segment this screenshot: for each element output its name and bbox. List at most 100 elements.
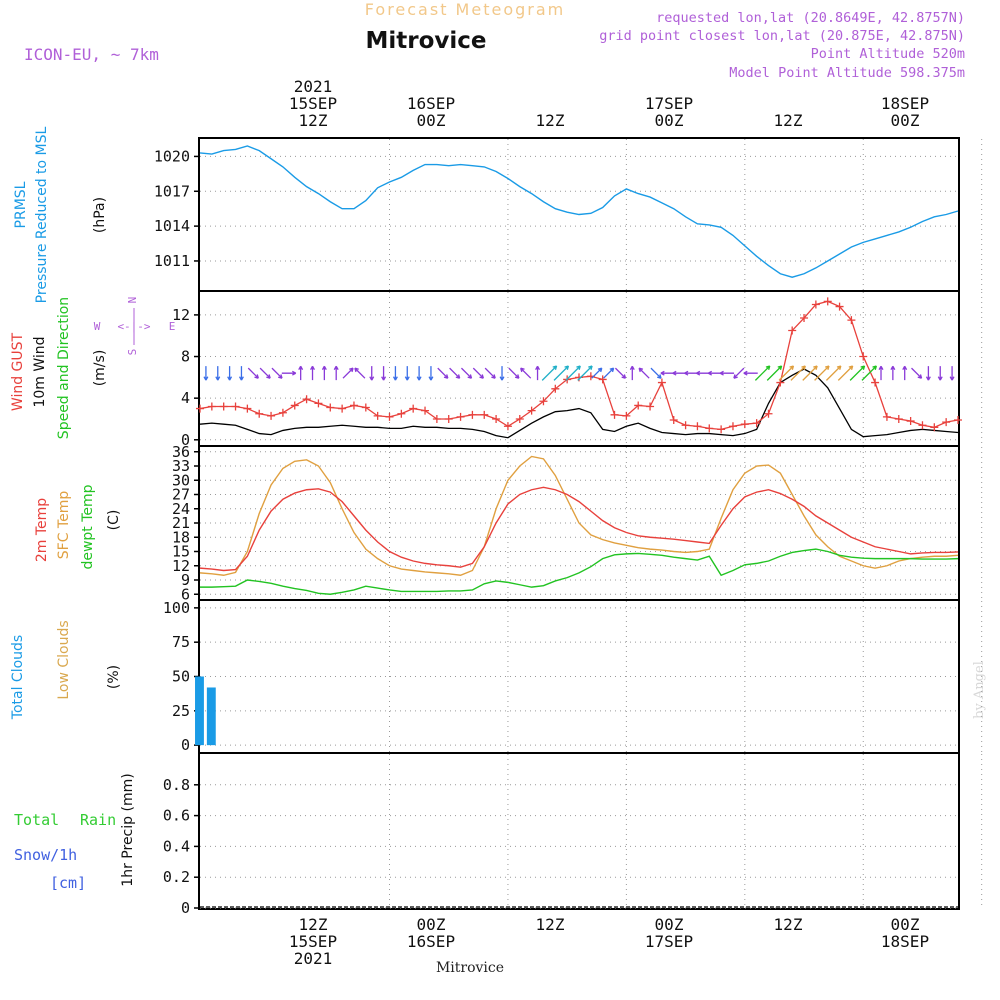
top-tick-day: 17SEP (645, 94, 693, 113)
y-tick-label: 0.2 (163, 868, 190, 886)
bottom-tick-year: 2021 (294, 949, 333, 968)
gust-marker (551, 384, 560, 393)
gust-marker (634, 401, 643, 410)
sfc-temp-line (199, 455, 959, 576)
wind-arrow (565, 365, 581, 381)
gust-marker (397, 409, 406, 418)
model-label: ICON-EU, ~ 7km (24, 45, 159, 64)
point-altitude: Point Altitude 520m (811, 46, 965, 62)
total-clouds-label: Total Clouds (10, 635, 26, 720)
wind-arrow (472, 367, 484, 379)
wind-arrow (541, 365, 558, 381)
wind-arrow (437, 367, 449, 379)
gust-marker (456, 412, 465, 421)
gust-marker (918, 421, 927, 430)
gust-marker (764, 409, 773, 418)
gust-label: Wind GUST (10, 332, 26, 411)
wind-arrow (603, 367, 615, 379)
gust-marker (882, 412, 891, 421)
gust-marker (207, 402, 216, 411)
wind-arrow (203, 366, 209, 381)
gust-marker (361, 403, 370, 412)
y-tick-label: 12 (172, 557, 190, 575)
wind-arrow (460, 367, 473, 379)
wind-arrow (733, 367, 745, 379)
gust-marker (646, 402, 655, 411)
pressure-unit: (hPa) (92, 197, 108, 233)
gust-marker (326, 403, 335, 412)
y-tick-label: 30 (172, 471, 190, 489)
wind10m-label: 10m Wind (32, 336, 48, 407)
compass-south: S (126, 349, 139, 356)
bottom-tick-hour: 12Z (536, 915, 565, 934)
total-cloud-bar (195, 676, 204, 746)
bottom-tick-hour: 00Z (417, 915, 446, 934)
wind-arrow (814, 365, 830, 381)
wind-arrow (404, 366, 410, 381)
wind-arrow (660, 370, 675, 376)
wind-arrow (535, 365, 541, 381)
temp2m-label: 2m Temp (34, 498, 50, 562)
top-tick-day: 18SEP (881, 94, 929, 113)
wind-arrow (227, 366, 233, 381)
y-tick-label: 0 (181, 431, 190, 449)
gust-marker (622, 411, 631, 420)
gust-marker (740, 420, 749, 429)
gust-marker (610, 410, 619, 419)
gust-marker (871, 378, 880, 387)
wind-arrow (215, 366, 221, 381)
precip-legend-rain: Rain (80, 811, 116, 829)
y-tick-label: 1014 (154, 217, 190, 235)
wind-arrow (354, 367, 366, 379)
gust-marker (503, 422, 512, 431)
wind-arrow (449, 367, 461, 379)
y-tick-label: 24 (172, 500, 190, 518)
data-marks (195, 145, 962, 908)
bottom-tick-hour: 12Z (299, 915, 328, 934)
bottom-tick-day: 15SEP (289, 932, 337, 951)
grid-lines (194, 139, 983, 909)
wind-arrow (696, 370, 711, 376)
gust-marker (373, 411, 382, 420)
y-tick-label: 18 (172, 528, 190, 546)
wind-arrow (614, 367, 627, 379)
bottom-tick-hour: 00Z (655, 915, 684, 934)
y-tick-label: 12 (172, 306, 190, 324)
gust-marker (492, 414, 501, 423)
top-tick-day: 16SEP (407, 94, 455, 113)
wind-arrow (271, 367, 283, 379)
wind-arrow (342, 367, 354, 379)
wind-arrow (754, 365, 771, 381)
y-tick-label: 75 (172, 633, 190, 651)
y-tick-label: 9 (181, 571, 190, 589)
wind-arrow (520, 367, 532, 379)
bottom-tick-hour: 12Z (774, 915, 803, 934)
gust-marker (894, 414, 903, 423)
gust-marker (598, 375, 607, 384)
bottom-tick-day: 18SEP (881, 932, 929, 951)
y-tick-label: 33 (172, 457, 190, 475)
pressure-label: Pressure Reduced to MSL (34, 126, 50, 303)
gust-marker (752, 419, 761, 428)
wind-arrow (259, 367, 271, 379)
y-tick-label: 0.6 (163, 807, 190, 825)
gust-marker (196, 404, 204, 413)
dewpoint-line (200, 548, 959, 595)
gust-marker (278, 408, 287, 417)
gust-marker (835, 302, 844, 311)
wind-arrow (925, 366, 931, 381)
precip-legend-cm: [cm] (50, 874, 86, 892)
wind-arrow (902, 365, 908, 381)
wind-arrow (719, 370, 735, 376)
wind-arrow (508, 367, 520, 379)
wind-speed-dir-label: Speed and Direction (56, 297, 72, 439)
y-tick-label: 36 (172, 443, 190, 461)
model-altitude: Model Point Altitude 598.375m (729, 65, 965, 81)
wind-arrow (238, 366, 244, 381)
gust-marker (243, 404, 252, 413)
wind-arrow (321, 365, 327, 381)
wind-arrow (937, 366, 943, 381)
wind-arrow (743, 370, 758, 376)
gust-marker (705, 424, 714, 433)
